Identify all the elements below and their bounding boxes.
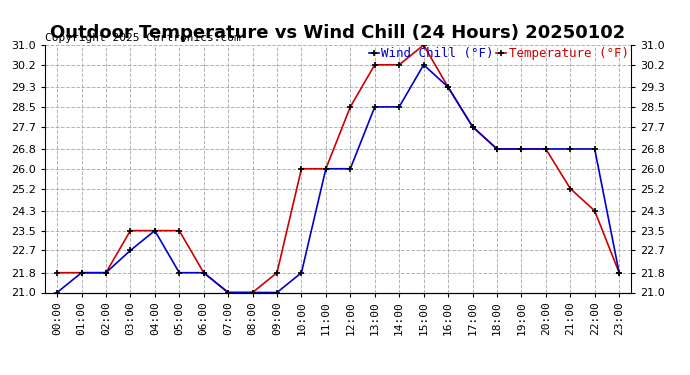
Legend: Wind Chill (°F), Temperature (°F): Wind Chill (°F), Temperature (°F) <box>369 48 629 60</box>
Title: Outdoor Temperature vs Wind Chill (24 Hours) 20250102: Outdoor Temperature vs Wind Chill (24 Ho… <box>50 24 626 42</box>
Text: Copyright 2025 Curtronics.com: Copyright 2025 Curtronics.com <box>45 33 241 42</box>
